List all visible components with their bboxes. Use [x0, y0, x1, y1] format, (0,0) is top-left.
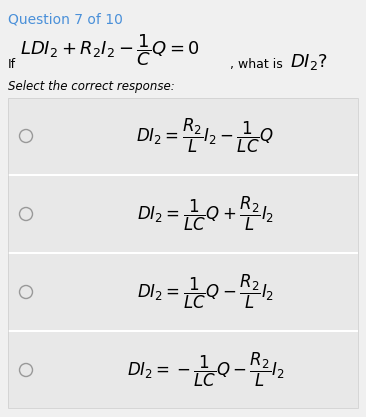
Text: Select the correct response:: Select the correct response:: [8, 80, 175, 93]
Text: If: If: [8, 58, 16, 71]
Bar: [8, 174, 358, 176]
Text: $DI_2$?: $DI_2$?: [290, 52, 328, 72]
Text: $DI_2 = \dfrac{R_2}{L}I_2 - \dfrac{1}{LC}Q$: $DI_2 = \dfrac{R_2}{L}I_2 - \dfrac{1}{LC…: [137, 117, 274, 155]
Text: $DI_2 = -\dfrac{1}{LC}Q - \dfrac{R_2}{L}I_2$: $DI_2 = -\dfrac{1}{LC}Q - \dfrac{R_2}{L}…: [127, 351, 284, 389]
Text: $DI_2 = \dfrac{1}{LC}Q - \dfrac{R_2}{L}I_2$: $DI_2 = \dfrac{1}{LC}Q - \dfrac{R_2}{L}I…: [137, 273, 274, 311]
Bar: [8, 252, 358, 254]
Text: $DI_2 = \dfrac{1}{LC}Q + \dfrac{R_2}{L}I_2$: $DI_2 = \dfrac{1}{LC}Q + \dfrac{R_2}{L}I…: [137, 195, 274, 233]
Bar: [8, 254, 358, 330]
Bar: [8, 98, 358, 174]
Bar: [8, 332, 358, 408]
Bar: [8, 98, 358, 408]
Bar: [8, 176, 358, 252]
Text: $LDI_2 + R_2I_2 - \dfrac{1}{C}Q = 0$: $LDI_2 + R_2I_2 - \dfrac{1}{C}Q = 0$: [20, 32, 200, 68]
Text: Question 7 of 10: Question 7 of 10: [8, 12, 123, 26]
Bar: [8, 330, 358, 332]
Text: , what is: , what is: [230, 58, 283, 71]
